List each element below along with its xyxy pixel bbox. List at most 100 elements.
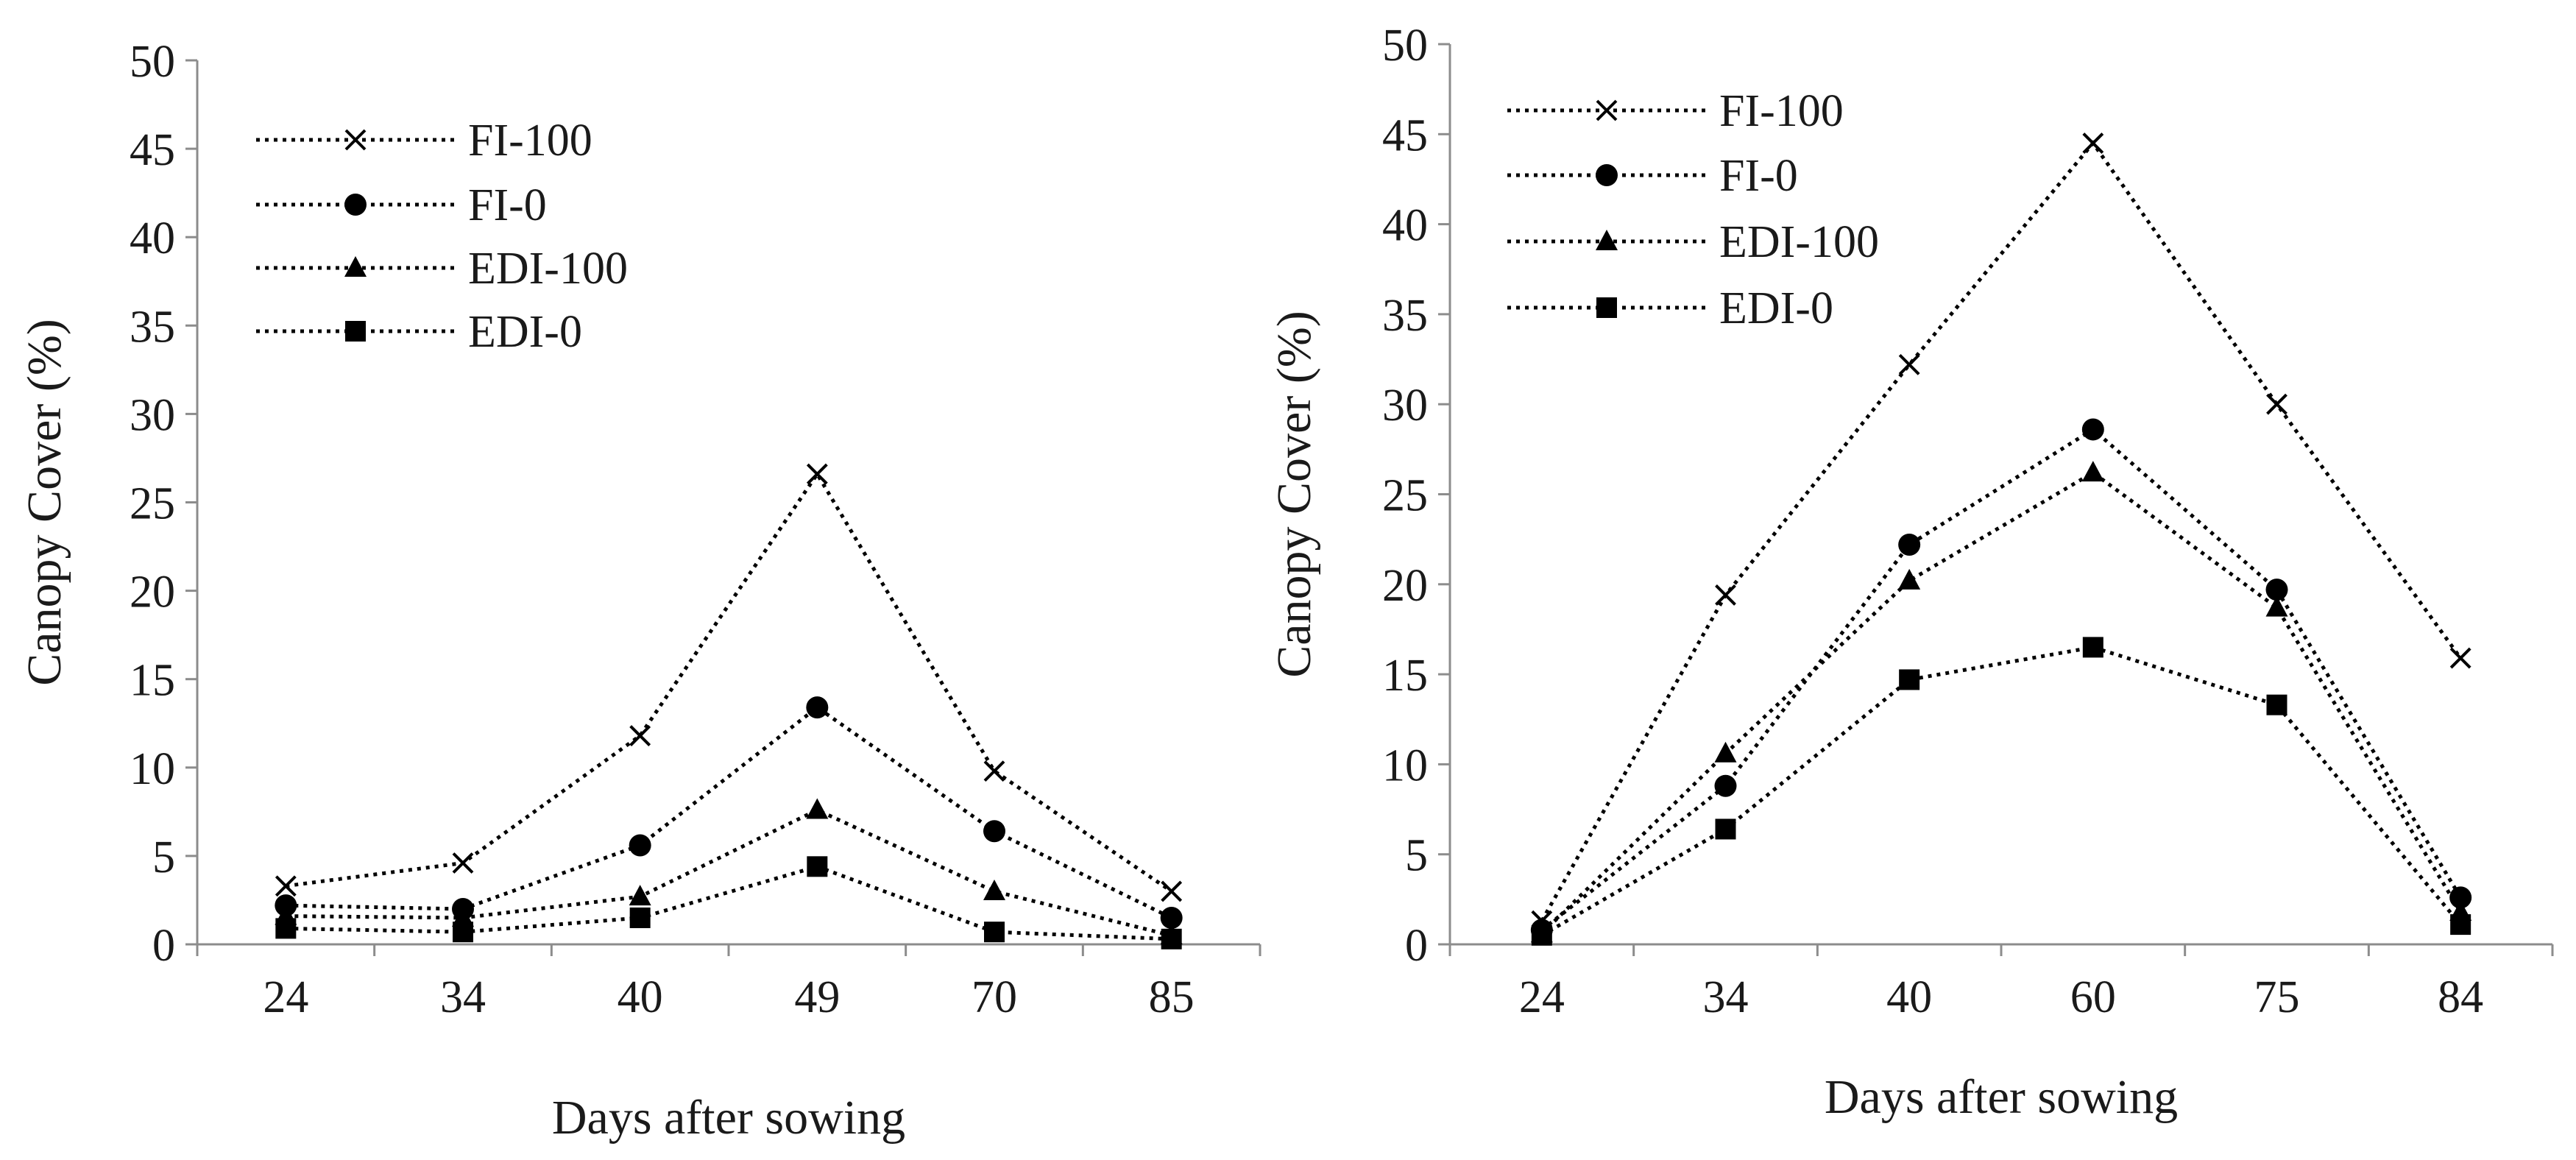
y-tick-label: 40 <box>1382 201 1428 251</box>
series-FI-100 <box>1531 132 2471 932</box>
data-point <box>1715 584 1736 606</box>
data-point <box>806 463 828 485</box>
data-point <box>1161 880 1183 902</box>
y-tick-label: 35 <box>130 302 175 352</box>
series-FI-0 <box>1530 418 2472 941</box>
x-tick-label: 75 <box>2254 972 2300 1022</box>
y-tick-label: 10 <box>130 744 175 794</box>
y-tick-label: 15 <box>130 656 175 706</box>
series-FI-100 <box>275 463 1183 902</box>
y-tick-label: 5 <box>1405 831 1428 881</box>
data-point <box>2265 579 2288 601</box>
x-tick-label: 24 <box>1519 972 1565 1022</box>
y-tick-label: 10 <box>1382 740 1428 791</box>
x-tick-label: 49 <box>794 972 840 1022</box>
y-tick-label: 20 <box>1382 561 1428 611</box>
y-tick-label: 25 <box>130 479 175 529</box>
x-tick-label: 34 <box>440 972 486 1022</box>
legend-label: FI-100 <box>468 116 592 166</box>
legend-item: FI-0 <box>256 180 547 230</box>
legend-label: FI-100 <box>1719 86 1844 136</box>
y-tick-label: 35 <box>1382 291 1428 341</box>
x-tick-label: 60 <box>2070 972 2116 1022</box>
data-point <box>452 905 474 927</box>
data-point <box>2082 132 2104 154</box>
legend-marker <box>344 129 367 151</box>
series-line <box>1540 140 2463 922</box>
y-axis-title: Canopy Cover (%) <box>1267 311 1321 678</box>
x-tick-label: 40 <box>618 972 663 1022</box>
x-axis-title: Days after sowing <box>1825 1070 2178 1124</box>
y-tick-label: 45 <box>130 125 175 175</box>
data-point <box>629 725 651 746</box>
data-point <box>1898 568 1921 590</box>
data-point <box>2266 694 2287 715</box>
series-EDI-0 <box>275 856 1182 949</box>
series-line <box>286 705 1172 920</box>
series-EDI-0 <box>1531 637 2471 946</box>
y-tick-label: 0 <box>1405 921 1428 971</box>
x-tick-label: 85 <box>1149 972 1195 1022</box>
data-point <box>807 856 828 877</box>
data-point <box>2082 637 2103 658</box>
data-point <box>629 834 651 857</box>
data-point <box>2266 393 2287 415</box>
series-EDI-100 <box>1530 461 2472 943</box>
legend-item: FI-100 <box>256 116 592 166</box>
legend-label: EDI-0 <box>1719 283 1833 333</box>
data-point <box>983 879 1005 900</box>
x-tick-label: 40 <box>1886 972 1932 1022</box>
series-line <box>1540 427 2463 932</box>
data-point <box>983 820 1005 843</box>
legend-label: FI-0 <box>468 180 547 230</box>
y-tick-label: 40 <box>130 213 175 264</box>
x-axis-title: Days after sowing <box>552 1091 905 1145</box>
data-point <box>983 760 1005 782</box>
y-tick-label: 5 <box>152 832 175 883</box>
legend-marker <box>344 194 367 216</box>
legend-item: FI-100 <box>1507 86 1844 136</box>
y-tick-label: 15 <box>1382 651 1428 701</box>
legend-marker <box>1596 164 1618 186</box>
legend-marker <box>1596 297 1617 318</box>
data-point <box>1160 906 1183 929</box>
y-tick-label: 25 <box>1382 471 1428 521</box>
right-chart: 0 5 10 15 20 25 30 35 40 45 50 24 34 40 60 75 84 Days aft… <box>1267 21 2554 1124</box>
left-chart: 0 5 10 15 20 25 30 35 40 45 50 24 34 40 49 70 85 Days aft… <box>18 37 1262 1145</box>
legend-marker <box>1596 230 1618 250</box>
legend-item: EDI-100 <box>1507 217 1879 267</box>
x-tick-label: 84 <box>2438 972 2483 1022</box>
legend-item: EDI-0 <box>1507 283 1833 333</box>
y-tick-label: 30 <box>130 390 175 440</box>
x-tick-label: 70 <box>972 972 1017 1022</box>
x-tick-label: 34 <box>1703 972 1749 1022</box>
y-tick-label: 0 <box>152 921 175 971</box>
y-tick-label: 50 <box>1382 21 1428 71</box>
data-point <box>2265 595 2288 617</box>
series-line <box>286 807 1172 938</box>
series-FI-0 <box>275 696 1183 929</box>
series-line <box>286 470 1173 894</box>
data-point <box>1531 924 1552 946</box>
legend-label: EDI-100 <box>1719 217 1879 267</box>
data-point <box>984 922 1005 943</box>
y-axis-title: Canopy Cover (%) <box>18 319 71 686</box>
data-point <box>453 922 473 943</box>
data-point <box>1898 353 1920 375</box>
data-point <box>275 875 297 897</box>
data-point <box>2450 914 2471 936</box>
legend-label: FI-0 <box>1719 151 1798 201</box>
data-point <box>629 907 651 928</box>
data-point <box>452 852 474 874</box>
y-tick-label: 45 <box>1382 110 1428 160</box>
data-point <box>1714 741 1737 763</box>
data-point <box>806 798 829 819</box>
y-tick-label: 20 <box>130 567 175 618</box>
data-point <box>1161 928 1182 949</box>
series-line <box>286 864 1172 941</box>
data-point <box>1899 669 1920 690</box>
legend-marker <box>344 256 367 277</box>
y-tick-label: 30 <box>1382 381 1428 431</box>
data-point <box>2081 461 2104 482</box>
